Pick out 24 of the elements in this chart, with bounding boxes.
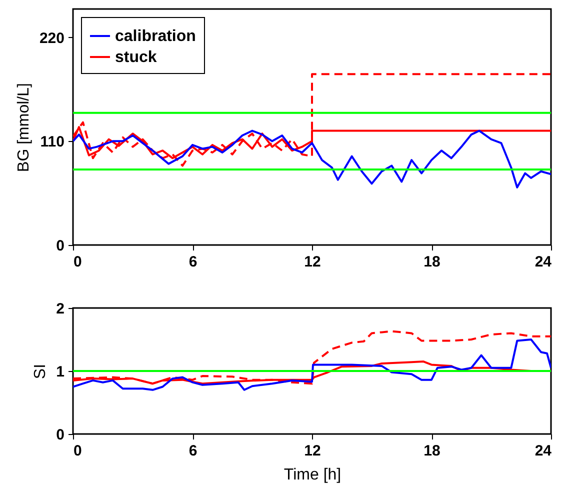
- x-tick-label: 18: [424, 254, 440, 270]
- x-tick-label: 0: [74, 442, 82, 460]
- x-tick-label: 6: [188, 254, 198, 270]
- x-tick-label: 24: [534, 254, 552, 270]
- legend-label: stuck: [115, 49, 157, 66]
- y-tick-label: 0: [56, 238, 64, 254]
- legend-label: calibration: [115, 28, 196, 45]
- x-tick-label: 24: [534, 442, 552, 460]
- y-tick-label: 1: [56, 364, 64, 380]
- line-series: [73, 338, 551, 391]
- x-axis-title: Time [h]: [284, 466, 342, 484]
- y-tick-label: 220: [39, 30, 64, 47]
- y-tick-label: 2: [56, 300, 64, 318]
- y-tick-label: 110: [40, 134, 64, 151]
- line-series: [73, 73, 551, 167]
- x-tick-label: 0: [74, 254, 82, 270]
- y-axis-title: BG [mmol/L]: [15, 83, 32, 172]
- x-tick-label: 12: [304, 254, 321, 270]
- x-tick-label: 6: [188, 442, 198, 460]
- line-series: [73, 130, 551, 188]
- x-tick-label: 12: [304, 442, 321, 460]
- y-axis-title: SI: [32, 364, 50, 380]
- y-tick-label: 0: [56, 426, 64, 444]
- x-tick-label: 18: [424, 442, 440, 460]
